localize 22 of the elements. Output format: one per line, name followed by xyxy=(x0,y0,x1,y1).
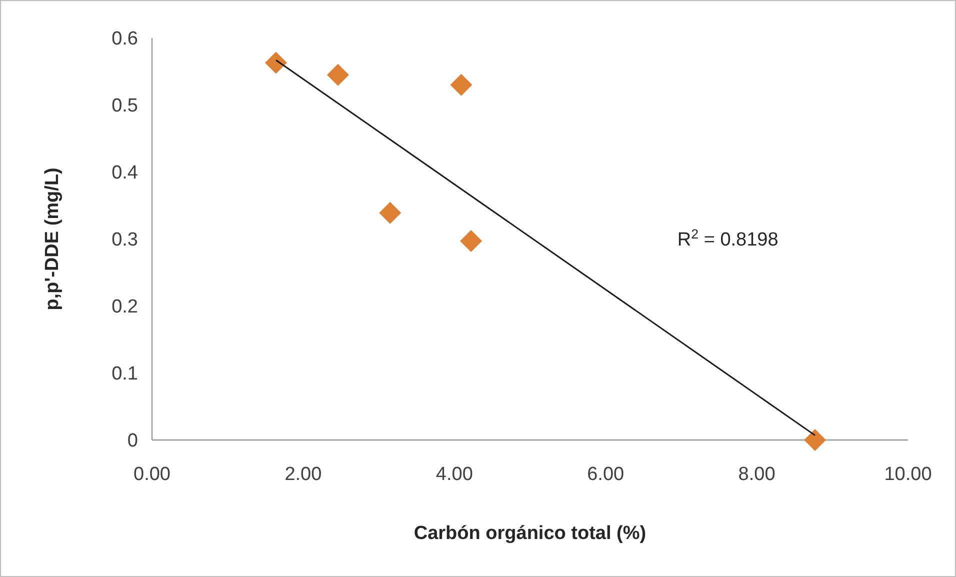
y-tick-label: 0.5 xyxy=(112,96,138,117)
annotation: R$^{2}$ = 0.8198 xyxy=(677,226,778,251)
point xyxy=(460,230,482,252)
x-axis-title: Carbón orgánico total (%) xyxy=(414,523,646,544)
y-axis-title: p,p'-DDE (mg/L) xyxy=(42,168,63,310)
y-tick-label: 0 xyxy=(127,430,138,452)
y-tick-label: 0.6 xyxy=(112,28,138,50)
point xyxy=(326,64,349,86)
x-tick-label: 10.00 xyxy=(884,464,932,485)
y-tick-label: 0.3 xyxy=(112,230,138,251)
point xyxy=(379,202,402,224)
x-tick-label: 4.00 xyxy=(436,464,473,485)
point xyxy=(804,429,826,451)
x-tick-label: 8.00 xyxy=(738,464,776,485)
y-tick-label: 0.1 xyxy=(112,364,138,385)
y-tick-label: 0.4 xyxy=(112,162,138,184)
x-tick-label: 6.00 xyxy=(587,464,624,485)
point xyxy=(264,52,287,74)
point xyxy=(450,74,472,96)
x-tick-label: 0.00 xyxy=(134,464,170,485)
y-tick-label: 0.2 xyxy=(112,296,138,318)
x-tick-label: 2.00 xyxy=(284,464,322,485)
